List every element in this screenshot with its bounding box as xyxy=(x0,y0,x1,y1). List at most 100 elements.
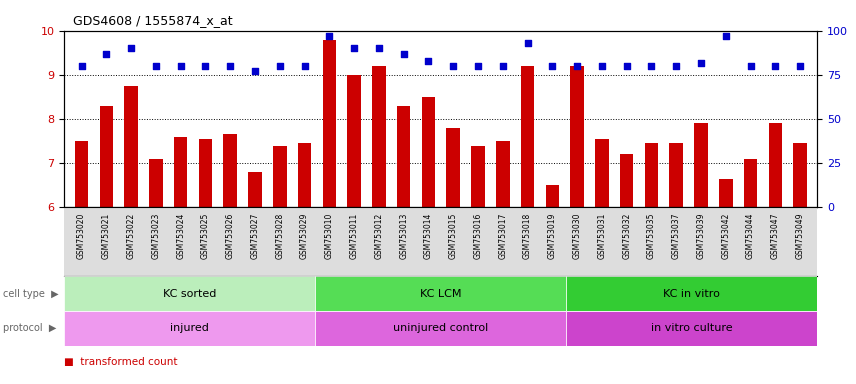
Bar xyxy=(422,97,435,207)
Text: GSM753029: GSM753029 xyxy=(300,213,309,259)
Text: in vitro culture: in vitro culture xyxy=(651,323,733,333)
Point xyxy=(223,63,237,69)
Bar xyxy=(471,146,484,207)
Point xyxy=(397,51,411,57)
Bar xyxy=(567,311,817,346)
Point xyxy=(496,63,509,69)
Bar xyxy=(620,154,633,207)
Point xyxy=(348,45,361,51)
Bar xyxy=(794,143,807,207)
Text: cell type  ▶: cell type ▶ xyxy=(3,289,58,299)
Text: KC LCM: KC LCM xyxy=(420,289,461,299)
Point xyxy=(323,33,336,39)
Point xyxy=(124,45,138,51)
Bar xyxy=(570,66,584,207)
Bar xyxy=(372,66,386,207)
Point xyxy=(620,63,633,69)
Point xyxy=(645,63,658,69)
Text: GSM753030: GSM753030 xyxy=(573,213,581,259)
Text: GSM753047: GSM753047 xyxy=(771,213,780,259)
Point xyxy=(719,33,733,39)
Text: GSM753044: GSM753044 xyxy=(746,213,755,259)
Bar xyxy=(595,139,609,207)
Bar xyxy=(64,311,315,346)
Point xyxy=(520,40,534,46)
Bar xyxy=(199,139,212,207)
Text: GSM753031: GSM753031 xyxy=(597,213,606,259)
Point xyxy=(99,51,113,57)
Point xyxy=(149,63,163,69)
Point xyxy=(769,63,782,69)
Bar xyxy=(567,276,817,311)
Point xyxy=(248,68,262,74)
Bar xyxy=(149,159,163,207)
Bar xyxy=(520,66,534,207)
Text: GSM753042: GSM753042 xyxy=(722,213,730,259)
Text: GSM753020: GSM753020 xyxy=(77,213,86,259)
Text: GSM753026: GSM753026 xyxy=(226,213,235,259)
Bar xyxy=(769,123,782,207)
Text: GSM753049: GSM753049 xyxy=(795,213,805,259)
Text: GSM753032: GSM753032 xyxy=(622,213,631,259)
Text: GSM753021: GSM753021 xyxy=(102,213,110,259)
Bar xyxy=(645,143,658,207)
Point xyxy=(595,63,609,69)
Point xyxy=(545,63,559,69)
Point xyxy=(471,63,484,69)
Bar xyxy=(496,141,509,207)
Text: GSM753039: GSM753039 xyxy=(697,213,705,259)
Text: GSM753023: GSM753023 xyxy=(152,213,160,259)
Text: GSM753025: GSM753025 xyxy=(201,213,210,259)
Point xyxy=(694,60,708,66)
Point xyxy=(744,63,758,69)
Bar xyxy=(99,106,113,207)
Text: KC in vitro: KC in vitro xyxy=(663,289,721,299)
Bar xyxy=(298,143,312,207)
Text: GSM753010: GSM753010 xyxy=(324,213,334,259)
Text: GSM753014: GSM753014 xyxy=(424,213,433,259)
Bar xyxy=(315,311,567,346)
Text: GSM753022: GSM753022 xyxy=(127,213,135,259)
Text: GSM753015: GSM753015 xyxy=(449,213,458,259)
Bar xyxy=(273,146,287,207)
Text: GSM753024: GSM753024 xyxy=(176,213,185,259)
Text: injured: injured xyxy=(170,323,209,333)
Bar xyxy=(669,143,683,207)
Bar xyxy=(74,141,88,207)
Bar xyxy=(64,276,315,311)
Point xyxy=(273,63,287,69)
Point xyxy=(570,63,584,69)
Text: GSM753013: GSM753013 xyxy=(399,213,408,259)
Text: KC sorted: KC sorted xyxy=(163,289,217,299)
Text: GSM753035: GSM753035 xyxy=(647,213,656,259)
Point xyxy=(74,63,88,69)
Text: GSM753027: GSM753027 xyxy=(251,213,259,259)
Bar xyxy=(397,106,411,207)
Text: GDS4608 / 1555874_x_at: GDS4608 / 1555874_x_at xyxy=(73,14,232,27)
Point xyxy=(446,63,460,69)
Bar xyxy=(174,137,187,207)
Bar xyxy=(719,179,733,207)
Text: ■  transformed count: ■ transformed count xyxy=(64,357,178,367)
Point xyxy=(298,63,312,69)
Bar xyxy=(447,128,460,207)
Point xyxy=(372,45,386,51)
Text: protocol  ▶: protocol ▶ xyxy=(3,323,56,333)
Text: GSM753012: GSM753012 xyxy=(374,213,383,259)
Text: GSM753028: GSM753028 xyxy=(276,213,284,259)
Text: GSM753018: GSM753018 xyxy=(523,213,532,259)
Text: GSM753011: GSM753011 xyxy=(349,213,359,259)
Text: GSM753016: GSM753016 xyxy=(473,213,483,259)
Bar xyxy=(315,276,567,311)
Point xyxy=(669,63,683,69)
Bar xyxy=(545,185,559,207)
Text: GSM753019: GSM753019 xyxy=(548,213,557,259)
Point xyxy=(422,58,436,64)
Point xyxy=(794,63,807,69)
Point xyxy=(174,63,187,69)
Bar xyxy=(694,123,708,207)
Bar xyxy=(124,86,138,207)
Point xyxy=(199,63,212,69)
Bar xyxy=(323,40,336,207)
Text: GSM753017: GSM753017 xyxy=(498,213,508,259)
